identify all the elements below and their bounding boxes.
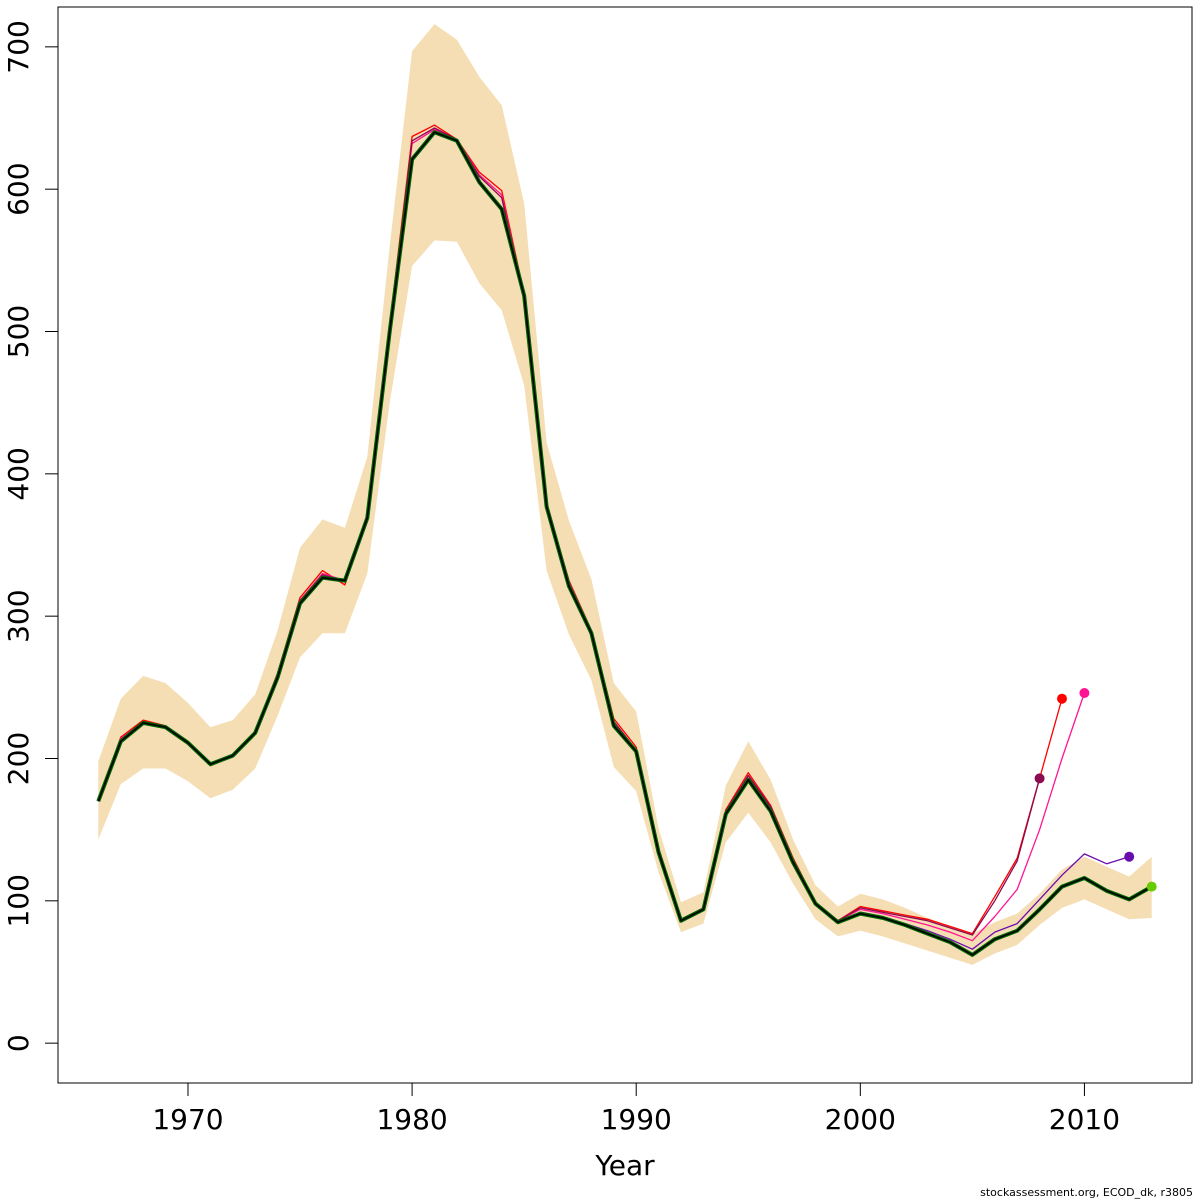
y-tick-label: 600 — [2, 162, 35, 215]
x-tick-label: 1970 — [152, 1103, 223, 1136]
y-axis: 0 100 200 300 400 500 600 700 — [2, 20, 58, 1052]
y-tick-label: 100 — [2, 874, 35, 927]
y-tick-label: 500 — [2, 305, 35, 358]
terminal-point-1 — [1146, 881, 1157, 892]
series-line-6 — [97, 131, 1153, 956]
series-end-point-3 — [1034, 773, 1045, 784]
y-tick-label: 400 — [2, 447, 35, 500]
x-tick-label: 2010 — [1049, 1103, 1120, 1136]
x-tick-label: 2000 — [825, 1103, 896, 1136]
y-tick-label: 700 — [2, 20, 35, 73]
y-tick-label: 300 — [2, 589, 35, 642]
marker-layer — [1034, 688, 1157, 892]
series-layer — [96, 124, 1153, 957]
series-end-point-4 — [1124, 851, 1135, 862]
confidence-band — [98, 24, 1152, 965]
series-end-point-1 — [1057, 693, 1067, 704]
x-tick-label: 1980 — [376, 1103, 447, 1136]
series-end-point-2 — [1079, 688, 1090, 698]
source-caption: stockassessment.org, ECOD_dk, r3805 — [980, 1186, 1193, 1199]
y-tick-label: 0 — [2, 1034, 35, 1052]
x-axis: 1970 1980 1990 2000 2010 — [152, 1083, 1120, 1136]
x-axis-title: Year — [594, 1149, 655, 1182]
x-tick-label: 1990 — [601, 1103, 672, 1136]
plot-frame — [57, 6, 1193, 1084]
confidence-band-layer — [98, 24, 1152, 965]
y-tick-label: 200 — [2, 732, 35, 785]
